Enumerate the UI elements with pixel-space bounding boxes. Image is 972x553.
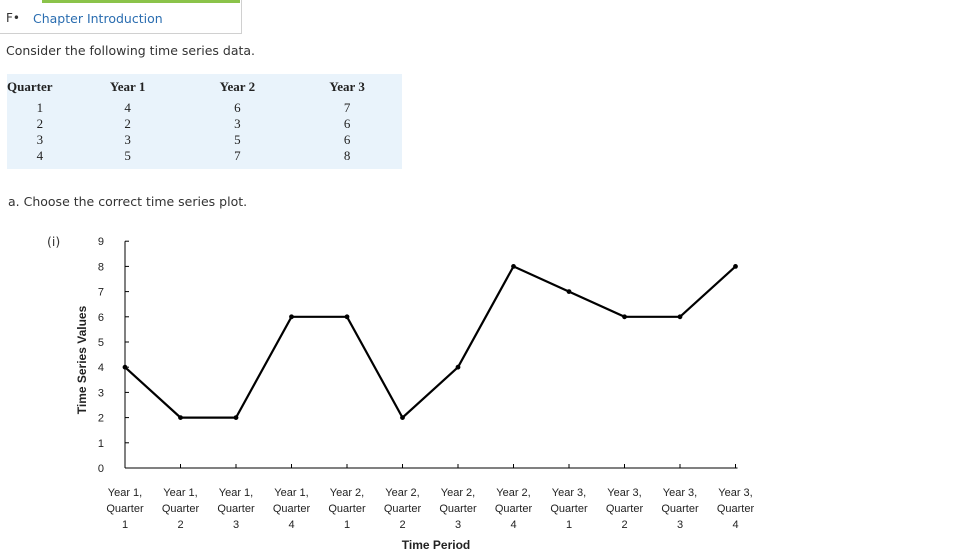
intro-text: Consider the following time series data. bbox=[6, 43, 256, 58]
y-tick-label: 0 bbox=[98, 463, 104, 475]
data-point bbox=[455, 364, 461, 370]
tab-bar: F• Chapter Introduction bbox=[0, 0, 242, 34]
x-tick-label: Year 3, bbox=[607, 487, 641, 499]
x-tick-label: 4 bbox=[732, 519, 738, 531]
x-tick-label: Quarter bbox=[328, 503, 366, 515]
data-point bbox=[400, 415, 405, 420]
x-tick-label: Quarter bbox=[384, 503, 422, 515]
table-cell: 7 bbox=[234, 148, 241, 163]
data-point bbox=[677, 314, 683, 320]
chapter-introduction-link[interactable]: Chapter Introduction bbox=[33, 11, 163, 26]
x-tick-label: 4 bbox=[510, 519, 516, 531]
table-cell: 8 bbox=[343, 148, 351, 163]
x-tick-label: Year 2, bbox=[441, 487, 475, 499]
x-tick-label: 3 bbox=[455, 519, 461, 531]
x-tick-label: Quarter bbox=[439, 503, 477, 515]
table-cell: 6 bbox=[343, 132, 351, 147]
x-tick-label: Quarter bbox=[495, 503, 533, 515]
x-tick-label: Quarter bbox=[717, 503, 755, 515]
x-tick-label: Quarter bbox=[550, 503, 588, 515]
x-tick-label: Quarter bbox=[162, 503, 200, 515]
data-point bbox=[178, 415, 183, 420]
x-tick-label: Year 3, bbox=[718, 487, 752, 499]
data-point bbox=[344, 314, 350, 320]
x-axis-title: Time Period bbox=[402, 538, 470, 552]
series-line bbox=[124, 264, 737, 420]
x-tick-label: 2 bbox=[621, 519, 627, 531]
table-header-row: Quarter Year 1 Year 2 Year 3 bbox=[7, 74, 402, 100]
table-cell: 5 bbox=[234, 132, 241, 147]
x-tick-label: 3 bbox=[677, 519, 683, 531]
x-tick-label: Year 1, bbox=[219, 487, 253, 499]
x-tick-label: Year 1, bbox=[274, 487, 308, 499]
tab-prefix: F• bbox=[6, 11, 20, 25]
data-point bbox=[233, 415, 239, 420]
data-point bbox=[289, 314, 294, 320]
table-cell: 4 bbox=[124, 100, 131, 115]
x-tick-label: Quarter bbox=[606, 503, 644, 515]
time-series-table-container: Quarter Year 1 Year 2 Year 3 1 4 6 7 2 2… bbox=[7, 74, 402, 169]
x-tick-label: Quarter bbox=[217, 503, 255, 515]
x-tick-label: Year 2, bbox=[496, 487, 530, 499]
table-cell: 3 bbox=[124, 132, 131, 147]
y-tick-label: 6 bbox=[98, 312, 104, 324]
x-tick-label: Quarter bbox=[661, 503, 699, 515]
y-tick-label: 3 bbox=[98, 387, 104, 399]
table-cell: 1 bbox=[36, 100, 44, 115]
table-cell: 2 bbox=[124, 116, 131, 131]
table-cell: 2 bbox=[36, 116, 44, 131]
table-cell: 4 bbox=[36, 148, 44, 163]
table-cell: 7 bbox=[343, 100, 351, 115]
x-tick-label: Year 2, bbox=[385, 487, 419, 499]
table-row: 4 5 7 8 bbox=[7, 148, 402, 164]
y-tick-label: 5 bbox=[98, 337, 104, 349]
table-cell: 3 bbox=[36, 132, 44, 147]
table-header-cell: Year 1 bbox=[109, 79, 146, 94]
x-tick-label: Year 1, bbox=[108, 487, 142, 499]
y-tick-label: 7 bbox=[98, 287, 104, 299]
x-tick-label: 4 bbox=[288, 519, 294, 531]
x-tick-label: Quarter bbox=[273, 503, 311, 515]
x-tick-label: 1 bbox=[344, 519, 350, 531]
y-axis-title: Time Series Values bbox=[75, 305, 89, 414]
y-tick-label: 1 bbox=[98, 438, 104, 450]
table-header-cell: Year 3 bbox=[329, 79, 365, 94]
table-row: 3 3 5 6 bbox=[7, 132, 402, 148]
table-row: 2 2 3 6 bbox=[7, 116, 402, 132]
x-tick-label: Quarter bbox=[106, 503, 144, 515]
option-label: (i) bbox=[47, 234, 61, 249]
x-tick-label: Year 1, bbox=[163, 487, 197, 499]
table-cell: 5 bbox=[124, 148, 131, 163]
x-tick-label: 1 bbox=[566, 519, 572, 531]
table-header-cell: Quarter bbox=[7, 79, 53, 94]
y-tick-label: 2 bbox=[98, 413, 104, 425]
data-point bbox=[511, 264, 516, 269]
data-point bbox=[566, 289, 572, 294]
data-point bbox=[733, 264, 738, 269]
y-tick-label: 8 bbox=[98, 261, 104, 273]
time-series-table: Quarter Year 1 Year 2 Year 3 1 4 6 7 2 2… bbox=[7, 74, 402, 164]
table-row: 1 4 6 7 bbox=[7, 100, 402, 116]
x-tick-label: Year 3, bbox=[552, 487, 586, 499]
x-tick-label: 1 bbox=[122, 519, 128, 531]
x-tick-label: Year 2, bbox=[330, 487, 364, 499]
x-tick-label: 2 bbox=[177, 519, 183, 531]
tab-accent-bar bbox=[42, 0, 240, 3]
table-cell: 6 bbox=[234, 100, 241, 115]
data-point bbox=[622, 314, 627, 320]
x-tick-label: 2 bbox=[399, 519, 405, 531]
question-text: a. Choose the correct time series plot. bbox=[8, 194, 248, 209]
table-header-cell: Year 2 bbox=[219, 79, 256, 94]
table-cell: 3 bbox=[234, 116, 241, 131]
y-tick-label: 4 bbox=[98, 362, 104, 374]
x-tick-label: Year 3, bbox=[663, 487, 697, 499]
y-tick-label: 9 bbox=[98, 236, 104, 248]
data-point bbox=[122, 364, 128, 370]
x-tick-label: 3 bbox=[233, 519, 239, 531]
table-cell: 6 bbox=[343, 116, 351, 131]
